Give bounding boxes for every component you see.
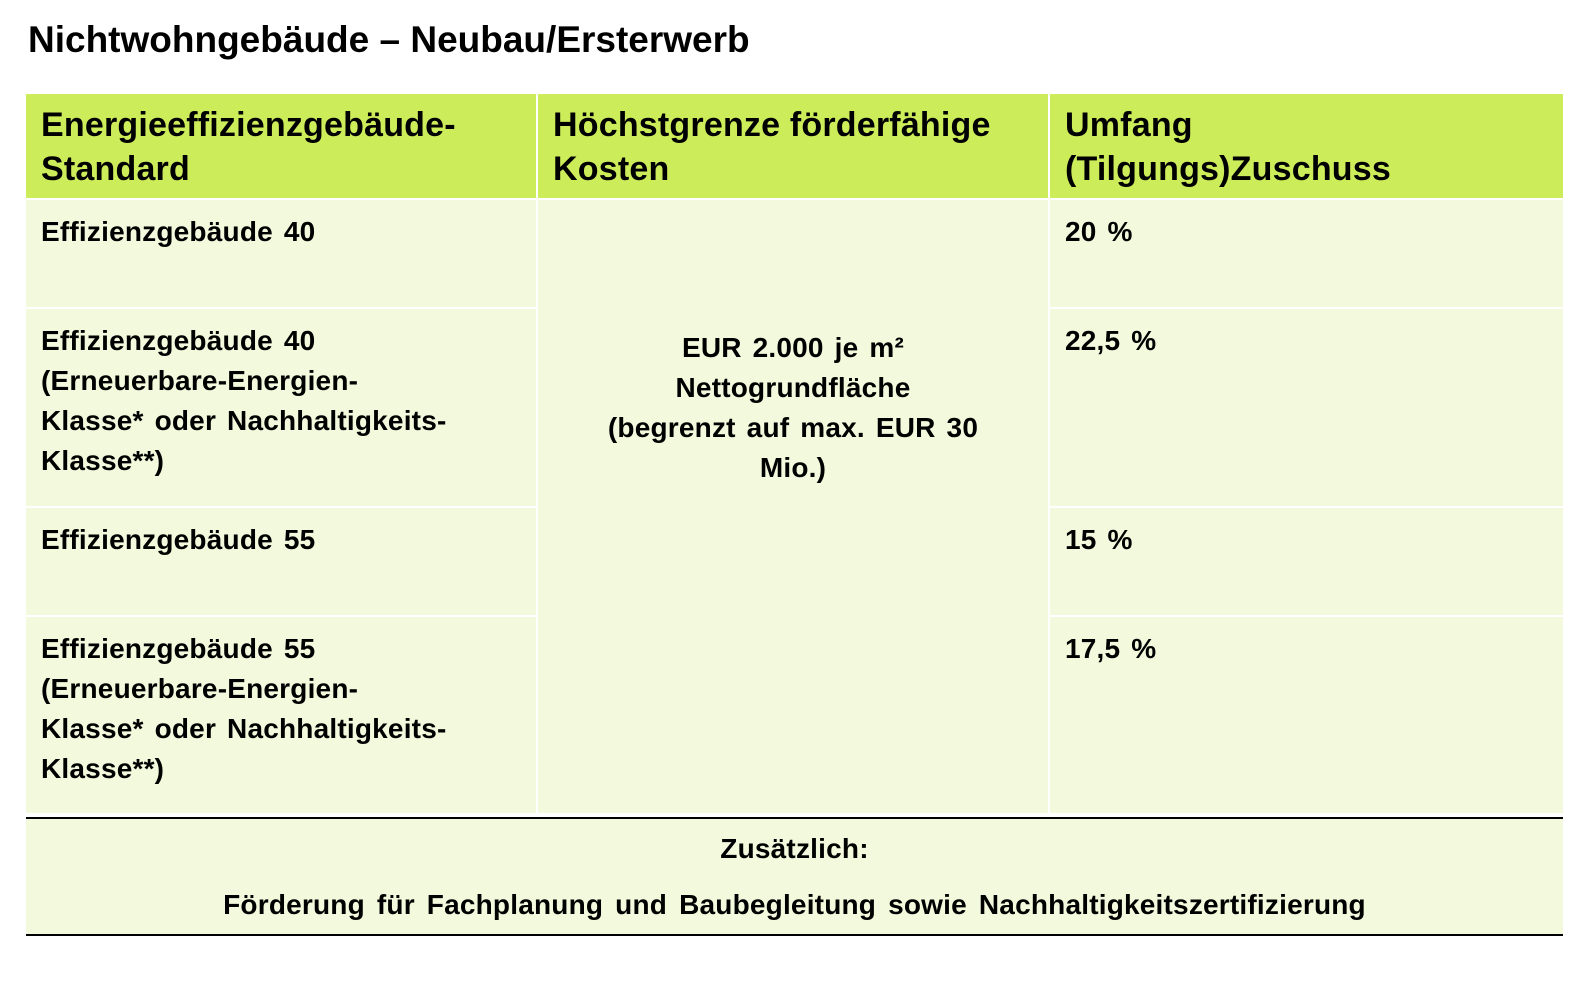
- row-2-subsidy: 22,5 %: [1050, 309, 1563, 506]
- header-subsidy: Umfang (Tilgungs)Zuschuss: [1050, 94, 1563, 198]
- page-title: Nichtwohngebäude – Neubau/Ersterwerb: [28, 19, 750, 60]
- footer-heading: Zusätzlich:: [720, 833, 869, 864]
- row-3-subsidy-value: 15 %: [1065, 524, 1133, 555]
- row-2-subsidy-value: 22,5 %: [1065, 325, 1157, 356]
- max-costs-line-3: (begrenzt auf max. EUR 30: [607, 412, 979, 443]
- max-costs-line-4: Mio.): [759, 452, 827, 483]
- row-4-standard-line-4: Klasse**): [41, 753, 165, 784]
- row-4-subsidy: 17,5 %: [1050, 617, 1563, 813]
- row-4-standard-line-1: Effizienzgebäude 55: [41, 633, 316, 664]
- row-2-standard-line-2: (Erneuerbare-Energien-: [41, 365, 359, 396]
- row-3-standard: Effizienzgebäude 55: [26, 508, 536, 615]
- row-1-subsidy: 20 %: [1050, 200, 1563, 307]
- footer-text: Förderung für Fachplanung und Baubegleit…: [223, 889, 1366, 920]
- max-costs-line-2: Nettogrundfläche: [675, 372, 911, 403]
- row-1-subsidy-value: 20 %: [1065, 216, 1133, 247]
- row-2-standard-line-3: Klasse* oder Nachhaltigkeits-: [41, 405, 447, 436]
- row-4-standard-line-3: Klasse* oder Nachhaltigkeits-: [41, 713, 447, 744]
- header-subsidy-line-1: Umfang: [1065, 106, 1193, 144]
- row-2-standard-line-1: Effizienzgebäude 40: [41, 325, 316, 356]
- header-subsidy-line-2: (Tilgungs)Zuschuss: [1065, 150, 1391, 188]
- row-4-standard-line-2: (Erneuerbare-Energien-: [41, 673, 359, 704]
- max-costs-cell: EUR 2.000 je m² Nettogrundfläche (begren…: [538, 200, 1048, 813]
- header-max-costs-line-1: Höchstgrenze förderfähige: [553, 106, 991, 144]
- max-costs-line-1: EUR 2.000 je m²: [681, 332, 905, 363]
- row-1-standard: Effizienzgebäude 40: [26, 200, 536, 307]
- row-4-standard: Effizienzgebäude 55 (Erneuerbare-Energie…: [26, 617, 536, 813]
- row-1-standard-line-1: Effizienzgebäude 40: [41, 216, 316, 247]
- header-standard: Energieeffizienzgebäude- Standard: [26, 94, 536, 198]
- header-max-costs-line-2: Kosten: [553, 150, 670, 188]
- row-3-subsidy: 15 %: [1050, 508, 1563, 615]
- row-2-standard: Effizienzgebäude 40 (Erneuerbare-Energie…: [26, 309, 536, 506]
- row-2-standard-line-4: Klasse**): [41, 445, 165, 476]
- header-standard-line-1: Energieeffizienzgebäude-: [41, 106, 456, 144]
- funding-table: Energieeffizienzgebäude- Standard Höchst…: [26, 94, 1563, 817]
- row-4-subsidy-value: 17,5 %: [1065, 633, 1157, 664]
- header-standard-line-2: Standard: [41, 150, 190, 188]
- footer-note: Zusätzlich: Förderung für Fachplanung un…: [26, 817, 1563, 936]
- row-3-standard-line-1: Effizienzgebäude 55: [41, 524, 316, 555]
- header-max-costs: Höchstgrenze förderfähige Kosten: [538, 94, 1048, 198]
